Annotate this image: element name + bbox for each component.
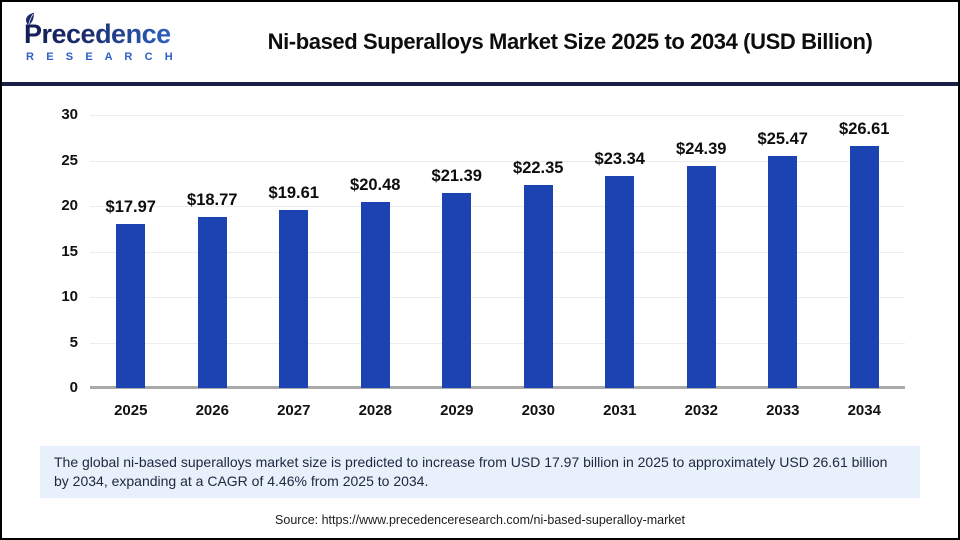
header: Precedence R E S E A R C H Ni-based Supe… xyxy=(2,2,958,82)
bar-2034 xyxy=(849,145,879,388)
page-title: Ni-based Superalloys Market Size 2025 to… xyxy=(267,29,873,54)
y-tick-label-25: 25 xyxy=(61,151,78,169)
gridline-5 xyxy=(90,342,905,344)
bar-value-label-2028: $20.48 xyxy=(350,175,401,194)
gridline-10 xyxy=(90,297,905,298)
bar-chart: $17.97 $18.77 $19.61 $20.48 $21.39 $22.35 $23.… xyxy=(2,86,958,432)
x-tick-label-2025: 2025 xyxy=(114,402,148,419)
bar-2028 xyxy=(360,201,390,388)
precedence-research-logo: Precedence R E S E A R C H xyxy=(2,12,192,63)
y-tick-label-5: 5 xyxy=(69,333,78,351)
y-tick-label-30: 30 xyxy=(61,106,78,123)
source-attribution: Source: https://www.precedenceresearch.c… xyxy=(275,513,685,527)
bar-2032 xyxy=(686,166,716,388)
x-tick-label-2031: 2031 xyxy=(603,402,637,419)
x-tick-label-2034: 2034 xyxy=(847,402,881,419)
summary-note-box: The global ni-based superalloys market s… xyxy=(40,446,920,498)
plot-area: $17.97 $18.77 $19.61 $20.48 $21.39 $22.35 $23.… xyxy=(90,115,905,389)
bar-value-label-2034: $26.61 xyxy=(839,119,890,138)
summary-note-text: The global ni-based superalloys market s… xyxy=(54,454,888,489)
bar-2027 xyxy=(279,209,309,388)
x-tick-label-2028: 2028 xyxy=(358,402,392,419)
bar-2033 xyxy=(768,156,798,388)
bar-value-label-2033: $25.47 xyxy=(757,130,808,149)
bar-value-label-2025: $17.97 xyxy=(105,198,156,217)
bar-2030 xyxy=(523,184,553,388)
logo-wordmark: Precedence xyxy=(24,21,192,48)
y-tick-label-0: 0 xyxy=(69,379,78,396)
x-tick-label-2030: 2030 xyxy=(521,402,555,419)
gridline-20 xyxy=(90,206,905,207)
bar-2029 xyxy=(442,193,472,388)
gridline-30 xyxy=(90,115,905,116)
bar-value-label-2031: $23.34 xyxy=(594,149,645,168)
bar-value-label-2029: $21.39 xyxy=(431,167,482,186)
y-tick-label-15: 15 xyxy=(61,242,78,260)
x-axis-line xyxy=(90,386,905,389)
y-tick-label-10: 10 xyxy=(61,288,78,305)
logo-subtitle: R E S E A R C H xyxy=(26,51,178,63)
gridline-25 xyxy=(90,160,905,162)
bar-value-label-2027: $19.61 xyxy=(268,183,319,202)
bar-2025 xyxy=(116,224,146,388)
title-wrap: Ni-based Superalloys Market Size 2025 to… xyxy=(192,29,958,55)
x-tick-label-2032: 2032 xyxy=(684,402,718,419)
header-divider xyxy=(2,82,958,86)
bar-value-label-2026: $18.77 xyxy=(187,191,238,210)
bar-value-label-2032: $24.39 xyxy=(676,140,727,159)
x-tick-label-2033: 2033 xyxy=(766,402,800,419)
leaf-icon xyxy=(26,12,34,26)
bar-value-label-2030: $22.35 xyxy=(513,158,564,177)
gridline-15 xyxy=(90,251,905,253)
bar-2026 xyxy=(197,217,227,388)
x-tick-label-2027: 2027 xyxy=(277,402,311,419)
y-tick-label-20: 20 xyxy=(61,197,78,214)
x-tick-label-2026: 2026 xyxy=(195,402,229,419)
bar-2031 xyxy=(605,175,635,388)
x-tick-label-2029: 2029 xyxy=(440,402,474,419)
